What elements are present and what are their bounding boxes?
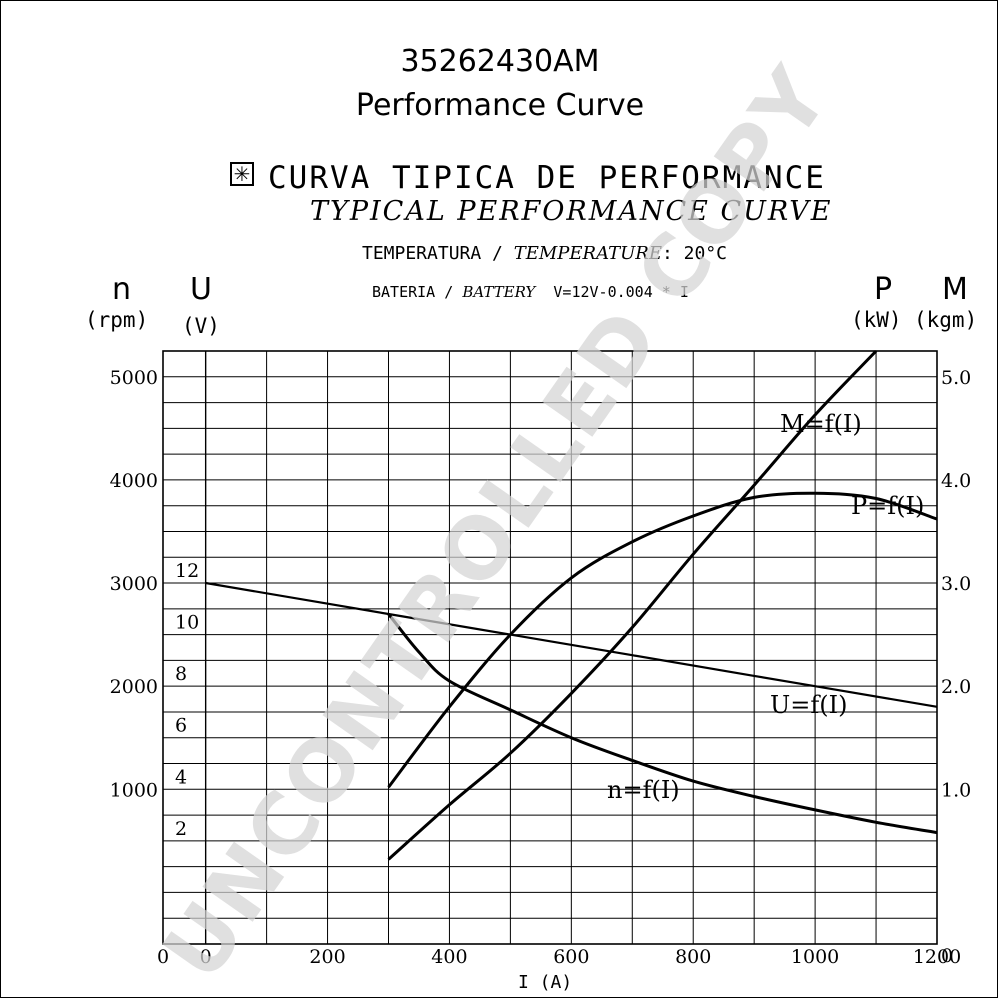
n-axis-unit: (rpm): [85, 308, 149, 332]
temperature-label-es: TEMPERATURA /: [362, 243, 503, 264]
chart-tick-labels: 0 200 400 600 800 1000 12000100020003000400050…: [110, 367, 972, 968]
x-tick-label: 200: [309, 946, 345, 968]
x-tick-label: 400: [431, 946, 467, 968]
spanish-title: CURVA TIPICA DE PERFORMANCE: [268, 160, 826, 196]
chart-grid: [162, 350, 938, 945]
x-tick-label: 1000: [791, 946, 839, 968]
p-curve: [387, 491, 938, 789]
english-title: TYPICAL PERFORMANCE CURVE: [310, 196, 833, 227]
rpm-tick-label: 3000: [110, 573, 158, 595]
m-axis-symbol: M: [942, 272, 968, 307]
right-axis-tick-label: 2.0: [941, 676, 971, 698]
temperature-value: : 20°C: [662, 243, 728, 264]
p-series-label: P=f(I): [851, 492, 924, 520]
right-axis-tick-label: 0: [941, 945, 953, 967]
temperature-label-en: TEMPERATURE: [513, 243, 662, 264]
temperature-line: TEMPERATURA / TEMPERATURE: 20°C: [362, 243, 727, 264]
p-axis-unit: (kW): [851, 308, 902, 332]
watermark-text: UNCONTROLLED COPY: [144, 50, 848, 998]
battery-formula: V=12V-0.004 * I: [553, 283, 689, 301]
m-axis-unit: (kgm): [914, 308, 978, 332]
right-axis-tick-label: 4.0: [941, 470, 971, 492]
n-axis-symbol: n: [112, 272, 132, 307]
u-axis-symbol: U: [190, 272, 212, 307]
battery-label-en: BATTERY: [462, 283, 536, 301]
voltage-tick-label: 10: [175, 612, 199, 634]
chart-subtitle: Performance Curve: [355, 88, 645, 123]
rpm-tick-label: 1000: [110, 779, 158, 801]
voltage-tick-label: 12: [175, 560, 199, 582]
u-axis-unit: (V): [182, 314, 220, 338]
x-axis-label: I (A): [518, 972, 573, 993]
n-curve: [387, 613, 938, 835]
n-series-label: n=f(I): [607, 776, 680, 804]
rpm-tick-label: 5000: [110, 367, 158, 389]
u-series-label: U=f(I): [770, 691, 847, 719]
m-series-label: M=f(I): [780, 410, 862, 438]
x-tick-label: 0: [200, 946, 212, 968]
star-box-icon: ✳: [230, 162, 254, 186]
right-axis-tick-label: 3.0: [941, 573, 971, 595]
part-number: 35262430AM: [400, 44, 600, 79]
right-axis-tick-label: 5.0: [941, 367, 971, 389]
voltage-tick-label: 6: [175, 715, 187, 737]
voltage-tick-label: 2: [175, 818, 187, 840]
x-tick-label: 800: [675, 946, 711, 968]
p-axis-symbol: P: [874, 272, 893, 307]
battery-line: BATERIA / BATTERY V=12V-0.004 * I: [372, 283, 689, 301]
right-axis-tick-label: 1.0: [941, 779, 971, 801]
x-origin-label: 0: [157, 946, 169, 968]
voltage-tick-label: 8: [175, 663, 187, 685]
rpm-tick-label: 4000: [110, 470, 158, 492]
x-tick-label: 1200: [913, 946, 961, 968]
x-tick-label: 600: [553, 946, 589, 968]
voltage-tick-label: 4: [175, 766, 187, 788]
m-curve: [387, 349, 878, 861]
rpm-tick-label: 2000: [110, 676, 158, 698]
battery-label-es: BATERIA /: [372, 283, 454, 301]
chart-curves: [205, 349, 938, 861]
